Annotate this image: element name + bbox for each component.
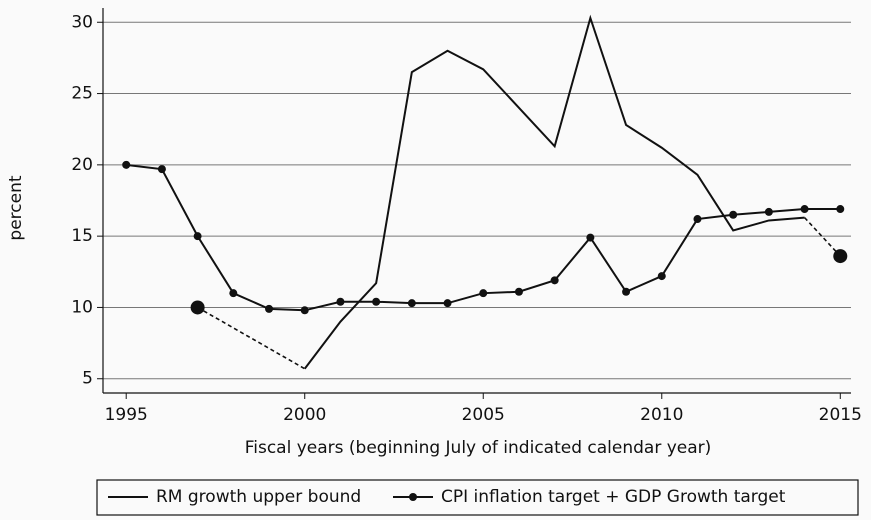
x-tick-label: 2005 [462,405,505,425]
marker [407,299,416,308]
x-axis-label: Fiscal years (beginning July of indicate… [245,438,712,458]
marker [800,205,809,214]
x-tick-label: 2000 [283,405,326,425]
marker [622,287,631,296]
marker [836,205,845,214]
marker [764,207,773,216]
marker [443,299,452,308]
legend-label: CPI inflation target + GDP Growth target [441,487,786,507]
marker [193,232,202,241]
big-marker [833,249,848,264]
x-tick-label: 2010 [640,405,683,425]
marker [693,215,702,224]
marker [479,289,488,298]
legend-box [96,479,859,516]
marker [300,306,309,315]
marker [550,276,559,285]
x-tick-label: 2015 [819,405,862,425]
y-tick-label: 5 [82,369,93,389]
y-axis-label: percent [6,175,26,240]
x-tick-label: 1995 [105,405,148,425]
line [126,163,841,312]
marker [265,304,274,313]
y-tick-label: 15 [71,226,93,246]
marker [157,165,166,174]
legend-label: RM growth upper bound [156,487,361,507]
marker [729,210,738,219]
big-marker [190,300,205,315]
y-tick-label: 25 [71,84,93,104]
y-tick-label: 10 [71,297,93,317]
dashed-line [197,306,306,370]
marker [229,289,238,298]
marker [586,233,595,242]
y-tick-label: 30 [71,12,93,32]
legend-marker [409,493,417,501]
marker [372,297,381,306]
marker [514,287,523,296]
marker [657,272,666,281]
y-tick-label: 20 [71,155,93,175]
dashed-line [803,217,841,257]
marker [122,160,131,169]
marker [336,297,345,306]
line [303,14,805,370]
